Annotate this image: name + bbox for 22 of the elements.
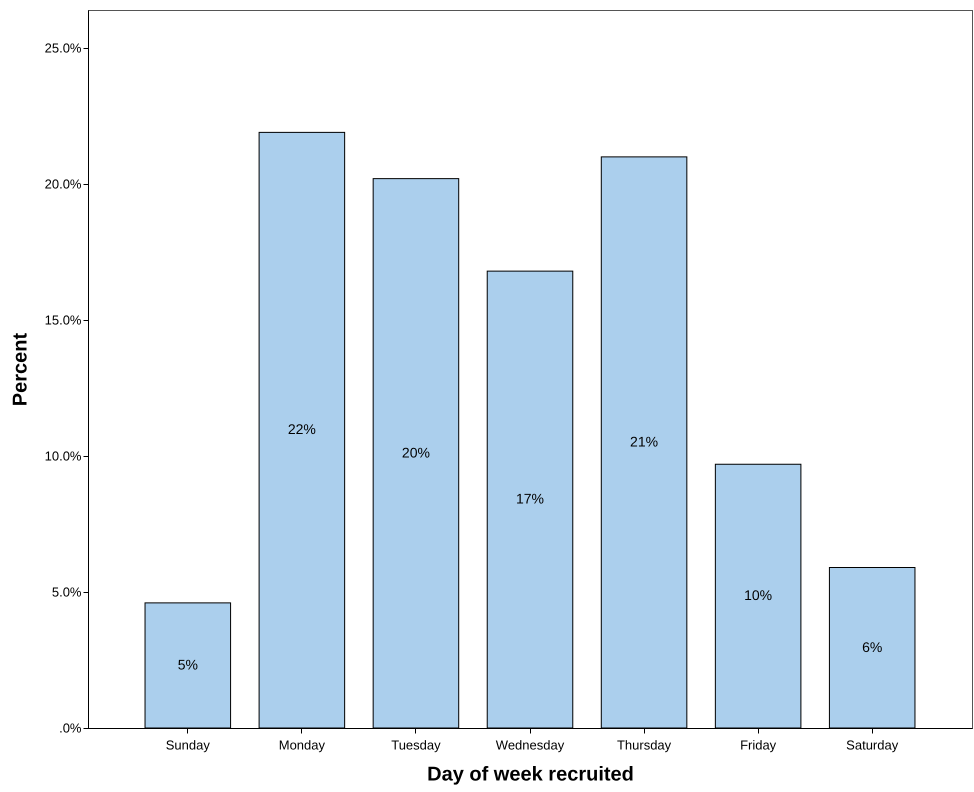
y-tick-label: .0% — [59, 720, 82, 736]
x-tick-label: Wednesday — [496, 738, 565, 752]
data-label: 5% — [178, 656, 198, 672]
y-tick-label: 25.0% — [44, 40, 82, 56]
x-tick-label: Saturday — [846, 738, 899, 752]
y-tick-label: 5.0% — [52, 584, 82, 600]
data-label: 22% — [288, 421, 316, 438]
data-label: 10% — [744, 587, 772, 604]
y-tick-label: 15.0% — [44, 312, 82, 328]
x-tick-label: Tuesday — [391, 738, 442, 752]
x-axis-title: Day of week recruited — [427, 764, 634, 786]
data-label: 6% — [862, 638, 882, 655]
y-tick-label: 10.0% — [44, 448, 82, 464]
x-tick-label: Monday — [278, 738, 326, 752]
data-label: 17% — [516, 490, 544, 507]
y-axis-title: Percent — [10, 332, 32, 406]
y-tick-label: 20.0% — [44, 176, 82, 192]
x-tick-label: Thursday — [616, 738, 672, 752]
x-tick-label: Sunday — [166, 738, 210, 752]
data-label: 20% — [402, 444, 430, 460]
data-label: 21% — [630, 433, 658, 450]
x-tick-label: Friday — [740, 738, 777, 752]
